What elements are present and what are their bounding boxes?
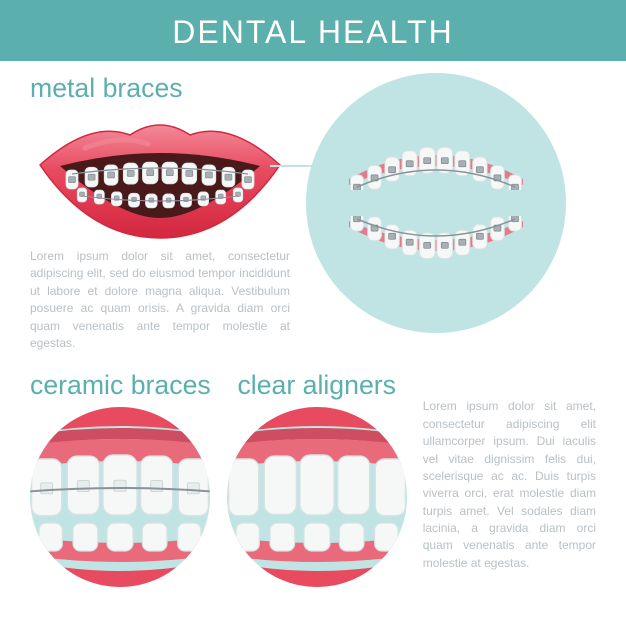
- row-metal-braces: metal braces Lorem ipsum dolor sit amet,…: [30, 73, 596, 352]
- clear-aligners-column: clear aligners: [227, 370, 407, 587]
- lorem-block-2: Lorem ipsum dolor sit amet, consectetur …: [423, 398, 596, 572]
- row-bottom: ceramic braces clear aligners Lorem ipsu…: [30, 370, 596, 587]
- ceramic-braces-column: ceramic braces: [30, 370, 211, 587]
- ceramic-braces-illustration: [30, 407, 210, 587]
- lorem-column-2: Lorem ipsum dolor sit amet, consectetur …: [423, 370, 596, 572]
- clear-aligners-illustration: [227, 407, 407, 587]
- clear-aligners-label: clear aligners: [237, 370, 396, 401]
- teeth-detail-circle: [306, 73, 566, 333]
- lorem-block-1: Lorem ipsum dolor sit amet, consectetur …: [30, 248, 290, 352]
- content-area: metal braces Lorem ipsum dolor sit amet,…: [0, 61, 626, 587]
- page-title: DENTAL HEALTH: [0, 14, 626, 51]
- metal-braces-column: metal braces Lorem ipsum dolor sit amet,…: [30, 73, 290, 352]
- metal-braces-label: metal braces: [30, 73, 290, 104]
- connector-line: [270, 165, 330, 167]
- ceramic-braces-label: ceramic braces: [30, 370, 211, 401]
- metal-braces-illustration: [30, 110, 290, 240]
- infographic-canvas: DENTAL HEALTH metal braces Lorem ipsum d…: [0, 0, 626, 626]
- metal-braces-detail-column: [306, 73, 566, 333]
- header-band: DENTAL HEALTH: [0, 0, 626, 61]
